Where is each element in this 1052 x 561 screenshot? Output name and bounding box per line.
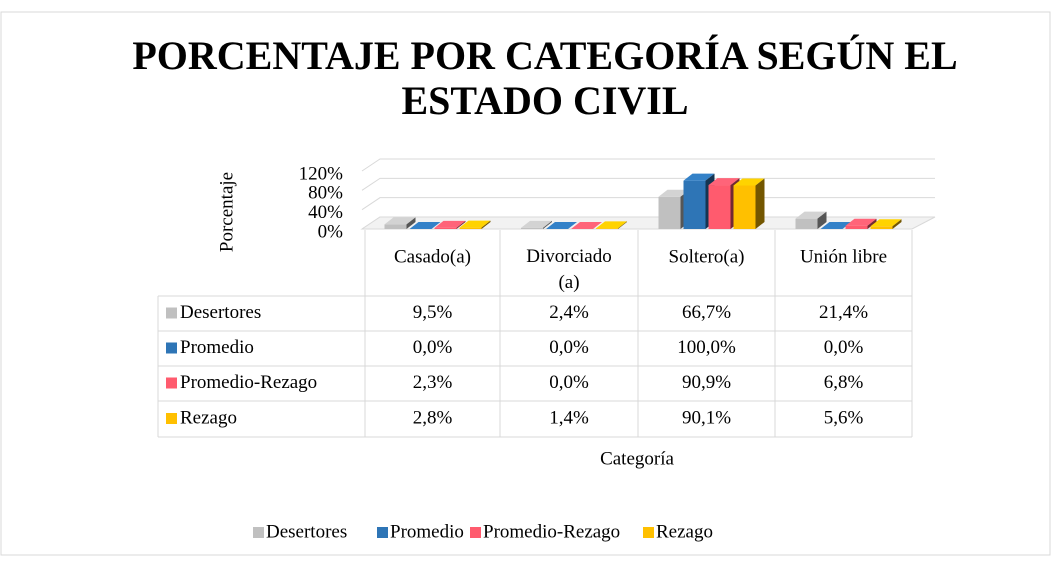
bar-side: [406, 217, 416, 229]
table-value: 0,0%: [413, 337, 453, 358]
table-value: 9,5%: [413, 302, 453, 323]
table-value: 2,3%: [413, 372, 453, 393]
table-value: 100,0%: [677, 337, 736, 358]
legend-label: Promedio: [180, 337, 254, 358]
legend-label: Promedio-Rezago: [180, 372, 317, 393]
bar-front: [459, 227, 482, 229]
y-tick-label: 40%: [308, 202, 343, 223]
legend-swatch: [643, 527, 654, 538]
bar: [521, 220, 552, 229]
bar-top: [683, 173, 715, 181]
x-axis-label: Categoría: [600, 448, 674, 469]
bar-top: [870, 219, 902, 227]
bar: [409, 222, 441, 229]
category-label: Divorciado (a): [526, 246, 611, 293]
table-value: 2,4%: [549, 302, 589, 323]
bar-top: [571, 222, 602, 229]
bar: [384, 217, 416, 229]
bar-top: [795, 211, 827, 219]
bar: [571, 222, 602, 229]
bar: [795, 211, 827, 229]
bar-top: [658, 189, 690, 197]
legend-label: Promedio-Rezago: [483, 521, 620, 542]
bar-front: [596, 228, 618, 229]
table-value: 5,6%: [824, 407, 864, 428]
bar-top: [384, 217, 416, 225]
bar-front: [384, 224, 407, 229]
bar: [546, 222, 577, 229]
chart-title: PORCENTAJE POR CATEGORÍA SEGÚN EL ESTADO …: [132, 33, 957, 123]
bar-side: [618, 221, 627, 229]
legend-swatch: [166, 307, 177, 319]
bar-front: [683, 180, 706, 229]
bar-top: [546, 222, 577, 229]
bar-side: [543, 220, 552, 229]
y-tick-label: 80%: [308, 183, 343, 204]
bar: [845, 218, 877, 229]
grid-line: [361, 177, 935, 191]
bar: [733, 178, 765, 229]
bar-top: [409, 222, 441, 229]
grid-line: [361, 158, 935, 172]
bar-side: [456, 220, 466, 229]
legend-swatch: [166, 377, 177, 389]
bar-front: [708, 185, 731, 229]
table-value: 0,0%: [824, 337, 864, 358]
bar: [870, 219, 902, 229]
y-tick-label: 120%: [299, 163, 344, 184]
legend-swatch: [166, 342, 177, 354]
y-tick-label: 0%: [318, 221, 344, 242]
legend-label: Promedio: [390, 521, 464, 542]
category-label: Casado(a): [394, 246, 471, 267]
bar-side: [817, 211, 827, 229]
legend-swatch: [377, 527, 388, 538]
legend-label: Desertores: [266, 521, 347, 542]
table-value: 66,7%: [682, 302, 731, 323]
bar-front: [795, 218, 818, 229]
bar: [596, 221, 627, 229]
chart-border: [0, 11, 1051, 556]
table-value: 90,9%: [682, 372, 731, 393]
bar-side: [892, 219, 902, 229]
bar-front: [870, 226, 893, 229]
category-label: Soltero(a): [669, 246, 745, 267]
bar-side: [755, 178, 765, 229]
bar-front: [733, 185, 756, 229]
bar-top: [820, 222, 852, 229]
bar: [434, 220, 466, 229]
legend-label: Rezago: [180, 407, 237, 428]
bar-side: [481, 220, 491, 229]
bar-top: [434, 220, 466, 228]
bar: [820, 222, 852, 229]
legend-swatch: [470, 527, 481, 538]
bar-top: [459, 220, 491, 228]
y-axis-label: Porcentaje: [216, 172, 237, 252]
table-value: 0,0%: [549, 337, 589, 358]
bar-front: [521, 227, 543, 229]
bar-top: [845, 218, 877, 226]
bar-front: [658, 196, 681, 229]
table-value: 21,4%: [819, 302, 868, 323]
table-value: 2,8%: [413, 407, 453, 428]
bar-top: [596, 221, 627, 229]
bar-top: [733, 178, 765, 186]
table-value: 0,0%: [549, 372, 589, 393]
legend-label: Desertores: [180, 302, 261, 323]
bar-front: [845, 225, 868, 229]
bar-top: [708, 178, 740, 186]
legend-swatch: [166, 413, 177, 424]
table-value: 1,4%: [549, 407, 589, 428]
legend-swatch: [253, 527, 264, 538]
bar-front: [434, 227, 457, 229]
bar-side: [867, 218, 877, 229]
category-label: Unión libre: [800, 246, 887, 267]
table-value: 90,1%: [682, 407, 731, 428]
bar: [459, 220, 491, 229]
legend-label: Rezago: [656, 521, 713, 542]
bar-top: [521, 220, 552, 228]
table-value: 6,8%: [824, 372, 864, 393]
